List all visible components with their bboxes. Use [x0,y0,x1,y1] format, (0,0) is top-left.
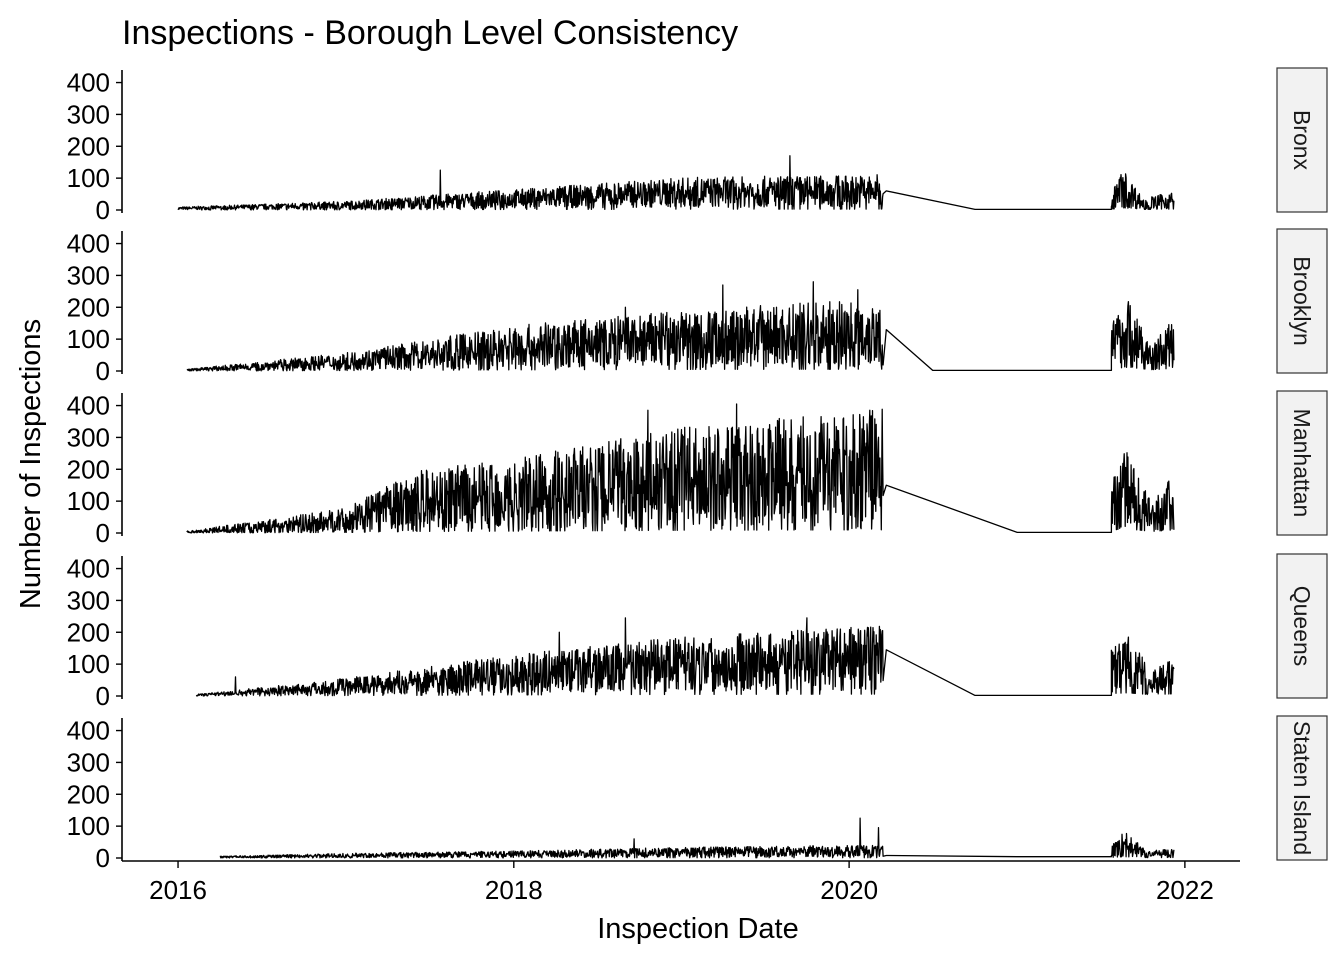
y-tick-label: 400 [67,229,110,259]
y-tick-label: 200 [67,292,110,322]
x-tick-label: 2016 [149,875,207,905]
y-tick-label: 200 [67,454,110,484]
x-tick-label: 2022 [1156,875,1214,905]
facet-strip [1276,553,1328,699]
y-tick-label: 400 [67,716,110,746]
y-axis-title: Number of Inspections [15,319,47,609]
series-line-brooklyn [186,281,1175,372]
y-tick-label: 100 [67,324,110,354]
y-tick-label: 300 [67,99,110,129]
series-line-staten-island [219,817,1175,859]
facet-panels: 0100200300400Bronx0100200300400Brooklyn0… [67,67,1328,873]
y-tick-label: 300 [67,585,110,615]
y-tick-label: 0 [96,195,110,225]
series-line-manhattan [186,403,1175,534]
y-tick-label: 200 [67,131,110,161]
x-tick-label: 2020 [820,875,878,905]
series-line-queens [195,617,1175,697]
y-tick-label: 0 [96,518,110,548]
y-tick-label: 200 [67,779,110,809]
facet-strip [1276,228,1328,374]
y-tick-label: 400 [67,68,110,98]
x-tick-label: 2018 [485,875,543,905]
y-tick-label: 400 [67,554,110,584]
facet-strip [1276,390,1328,536]
y-tick-label: 300 [67,747,110,777]
facet-strip-label: Queens [1289,586,1315,667]
chart-title: Inspections - Borough Level Consistency [122,14,738,52]
y-tick-label: 100 [67,486,110,516]
facet-strip-label: Staten Island [1289,721,1315,855]
facet-strip [1276,67,1328,213]
y-tick-label: 300 [67,422,110,452]
x-axis: 2016 2018 2020 2022 [122,860,1240,905]
series-line-bronx [177,155,1175,211]
x-axis-title: Inspection Date [597,913,799,945]
y-tick-label: 200 [67,617,110,647]
facet-strip [1276,715,1328,861]
facet-strip-label: Brooklyn [1289,256,1315,345]
y-tick-label: 0 [96,681,110,711]
y-tick-label: 300 [67,260,110,290]
y-tick-label: 0 [96,356,110,386]
facet-strip-label: Manhattan [1289,409,1315,518]
y-tick-label: 100 [67,649,110,679]
y-tick-label: 100 [67,811,110,841]
y-tick-label: 0 [96,843,110,873]
facet-strip-label: Bronx [1289,110,1315,171]
y-tick-label: 400 [67,391,110,421]
y-tick-label: 100 [67,163,110,193]
